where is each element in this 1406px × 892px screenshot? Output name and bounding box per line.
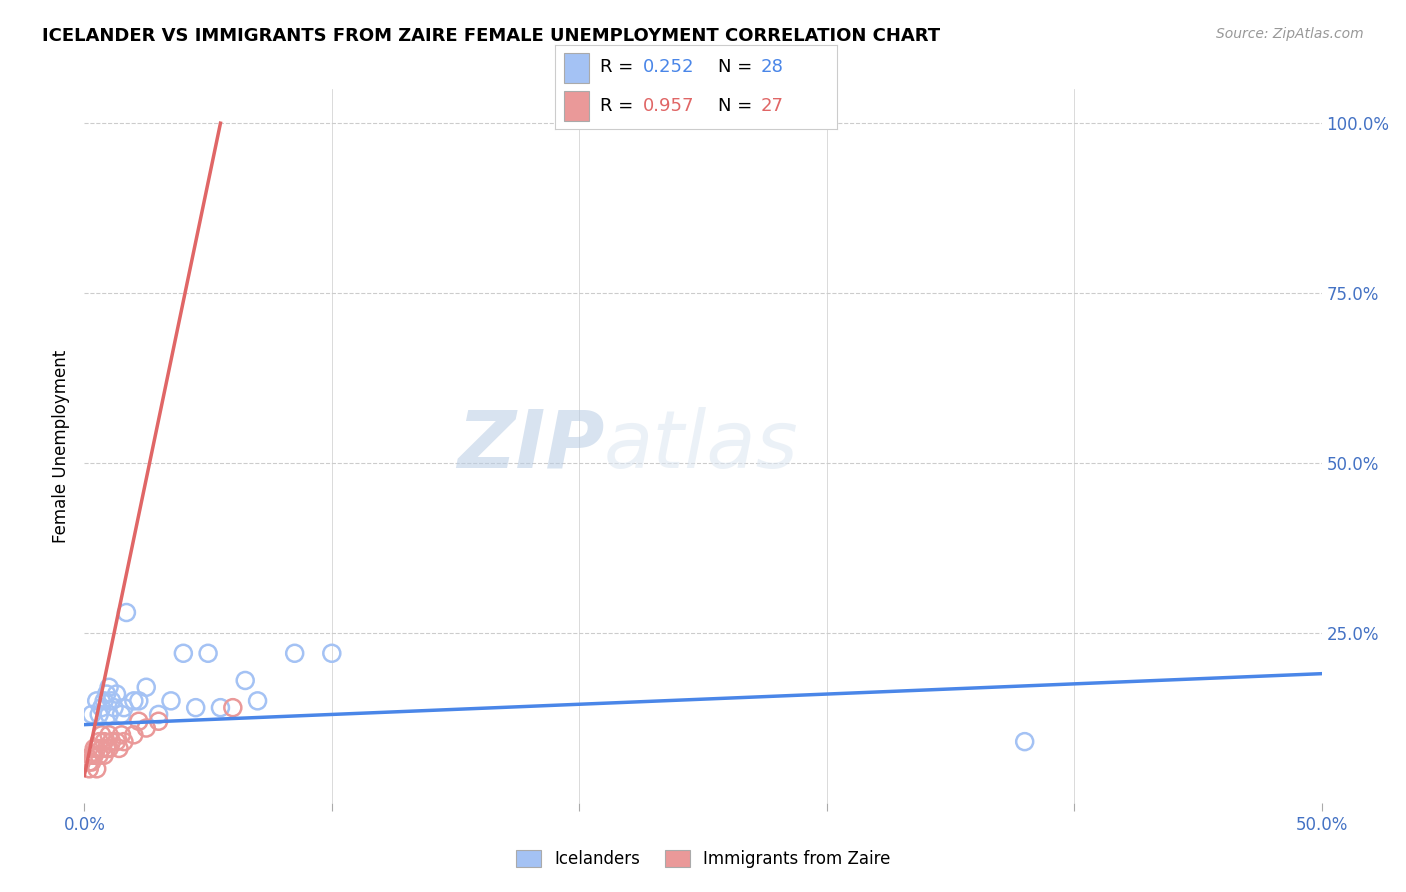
Point bbox=[90, 728, 112, 742]
Text: 27: 27 bbox=[761, 97, 783, 115]
Point bbox=[100, 694, 122, 708]
Point bbox=[1014, 734, 1036, 748]
Point bbox=[105, 734, 128, 748]
Y-axis label: Female Unemployment: Female Unemployment bbox=[52, 350, 70, 542]
Point bbox=[96, 687, 118, 701]
Point bbox=[122, 728, 145, 742]
Point bbox=[98, 728, 121, 742]
Point bbox=[80, 755, 103, 769]
Point bbox=[105, 687, 128, 701]
Text: Source: ZipAtlas.com: Source: ZipAtlas.com bbox=[1216, 27, 1364, 41]
Point bbox=[246, 694, 269, 708]
Point bbox=[80, 707, 103, 722]
Point bbox=[108, 741, 131, 756]
Point bbox=[89, 707, 111, 722]
Point bbox=[83, 741, 105, 756]
Point bbox=[148, 707, 170, 722]
Point bbox=[93, 694, 115, 708]
Point bbox=[86, 762, 108, 776]
Text: R =: R = bbox=[600, 59, 640, 77]
Point bbox=[79, 762, 101, 776]
Point bbox=[90, 741, 112, 756]
Point bbox=[135, 680, 157, 694]
Bar bbox=[564, 54, 589, 83]
Point bbox=[184, 700, 207, 714]
Point bbox=[172, 646, 194, 660]
Legend: Icelanders, Immigrants from Zaire: Icelanders, Immigrants from Zaire bbox=[508, 842, 898, 877]
Point bbox=[79, 755, 101, 769]
Point bbox=[128, 714, 150, 729]
Point bbox=[321, 646, 343, 660]
Point bbox=[222, 700, 245, 714]
Text: R =: R = bbox=[600, 97, 640, 115]
Point bbox=[284, 646, 307, 660]
Point bbox=[86, 741, 108, 756]
Bar bbox=[564, 91, 589, 120]
Point bbox=[128, 694, 150, 708]
Text: N =: N = bbox=[718, 59, 758, 77]
Point bbox=[112, 734, 135, 748]
Point bbox=[122, 694, 145, 708]
Text: 0.252: 0.252 bbox=[643, 59, 695, 77]
Point bbox=[80, 748, 103, 763]
Point bbox=[98, 707, 121, 722]
Point bbox=[86, 694, 108, 708]
Point bbox=[89, 748, 111, 763]
Point bbox=[89, 734, 111, 748]
Text: ICELANDER VS IMMIGRANTS FROM ZAIRE FEMALE UNEMPLOYMENT CORRELATION CHART: ICELANDER VS IMMIGRANTS FROM ZAIRE FEMAL… bbox=[42, 27, 941, 45]
Point bbox=[160, 694, 183, 708]
Point bbox=[93, 734, 115, 748]
Point bbox=[103, 700, 125, 714]
Text: 28: 28 bbox=[761, 59, 783, 77]
Point bbox=[197, 646, 219, 660]
Point bbox=[110, 707, 132, 722]
Text: atlas: atlas bbox=[605, 407, 799, 485]
Point bbox=[83, 748, 105, 763]
Point bbox=[93, 748, 115, 763]
Text: 0.957: 0.957 bbox=[643, 97, 695, 115]
Point bbox=[233, 673, 256, 688]
Point bbox=[115, 606, 138, 620]
Point bbox=[148, 714, 170, 729]
Point bbox=[98, 741, 121, 756]
Point bbox=[112, 700, 135, 714]
Point bbox=[96, 741, 118, 756]
Point bbox=[110, 728, 132, 742]
Point bbox=[135, 721, 157, 735]
Point bbox=[98, 680, 121, 694]
Text: N =: N = bbox=[718, 97, 758, 115]
Point bbox=[100, 734, 122, 748]
Point bbox=[209, 700, 232, 714]
Point bbox=[90, 700, 112, 714]
Text: ZIP: ZIP bbox=[457, 407, 605, 485]
